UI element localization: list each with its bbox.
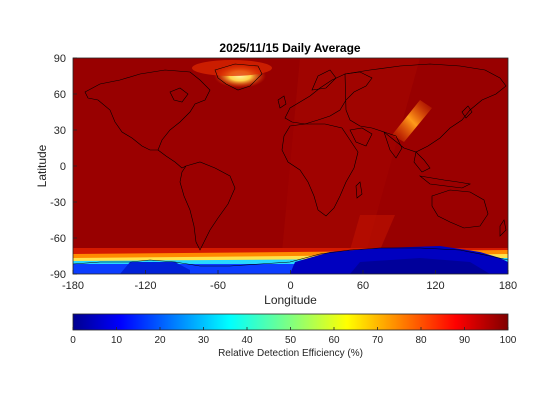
coastline-central-america: [157, 149, 187, 169]
y-tick-label: -30: [50, 197, 66, 209]
colorbar: 0 10 20 30 40 50 60 70 80 90 100 Relativ…: [70, 313, 517, 359]
y-tick-label: 90: [54, 53, 66, 65]
swath-band: [280, 58, 420, 274]
colorbar-label: Relative Detection Efficiency (%): [218, 348, 363, 359]
y-tick-labels: 90 60 30 0 -30 -60 -90: [50, 53, 66, 281]
south-atlantic-red: [350, 215, 395, 250]
coastline-madagascar: [355, 181, 363, 199]
tropics-tint: [73, 120, 508, 210]
colorbar-tick-label: 70: [372, 335, 384, 346]
y-tick-label: -60: [50, 233, 66, 245]
x-tick-label: -120: [134, 280, 156, 292]
colorbar-tick-label: 60: [328, 335, 340, 346]
x-tick-label: 60: [357, 280, 369, 292]
coastline-japan: [461, 105, 473, 119]
x-tick-label: -60: [210, 280, 226, 292]
colorbar-tick-label: 40: [241, 335, 253, 346]
coastline-new-zealand: [499, 219, 507, 237]
coastline-arabia: [349, 127, 373, 147]
x-tick-label: 0: [287, 280, 293, 292]
colorbar-tick-marks: [72, 327, 509, 330]
colorbar-tick-label: 100: [500, 335, 517, 346]
colorbar-tick-label: 10: [111, 335, 123, 346]
plot-title: 2025/11/15 Daily Average: [219, 41, 361, 55]
y-tick-label: -90: [50, 269, 66, 281]
y-tick-label: 60: [54, 89, 66, 101]
colorbar-tick-label: 80: [415, 335, 427, 346]
colorbar-tick-label: 30: [198, 335, 210, 346]
arctic-orange: [192, 60, 272, 76]
coastline-north-america: [84, 69, 211, 151]
coastline-south-america: [179, 161, 236, 251]
x-tick-marks: [72, 270, 509, 274]
coastline-australia: [431, 189, 489, 229]
y-axis-label: Latitude: [35, 144, 49, 187]
x-tick-label: 180: [499, 280, 517, 292]
map-plot-area: [73, 58, 508, 274]
southern-blue-band: [73, 264, 508, 274]
colorbar-tick-label: 90: [459, 335, 471, 346]
y-tick-label: 0: [60, 161, 66, 173]
coastline-india: [383, 131, 403, 159]
x-tick-labels: -180 -120 -60 0 60 120 180: [62, 280, 517, 292]
coastlines: [73, 63, 508, 267]
coastline-africa: [281, 123, 359, 217]
coastline-asia: [344, 63, 507, 153]
colorbar-tick-labels: 0 10 20 30 40 50 60 70 80 90 100: [70, 335, 517, 346]
x-axis-label: Longitude: [264, 293, 317, 307]
coastline-scandinavia: [311, 69, 337, 91]
coastline-british-isles: [277, 95, 287, 109]
x-tick-label: 120: [426, 280, 444, 292]
antarctica-core: [350, 258, 490, 274]
coastline-greenland: [214, 63, 263, 91]
coastline-europe: [284, 71, 373, 125]
antarctica-west-blue: [120, 262, 190, 274]
y-tick-marks: [73, 57, 77, 275]
asia-streak: [392, 100, 432, 142]
colorbar-tick-label: 50: [285, 335, 297, 346]
y-tick-label: 30: [54, 125, 66, 137]
coastline-southeast-asia: [413, 151, 431, 173]
colorbar-tick-label: 0: [70, 335, 76, 346]
coastline-antarctica: [73, 247, 508, 267]
x-tick-label: -180: [62, 280, 84, 292]
coastline-indonesia: [418, 175, 471, 189]
coastline-hudson: [169, 87, 189, 103]
colorbar-tick-label: 20: [154, 335, 166, 346]
